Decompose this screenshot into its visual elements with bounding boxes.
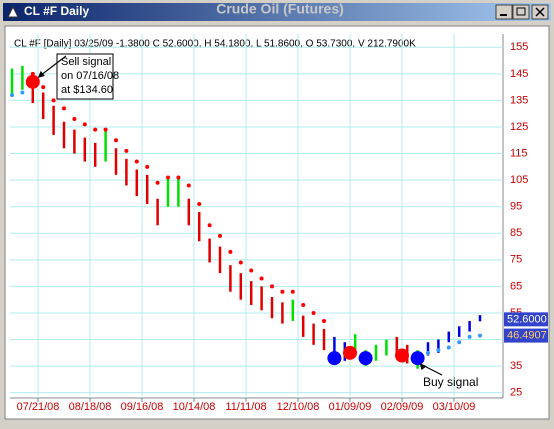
y-tick-label: 115 (510, 147, 528, 159)
stop-dot (249, 268, 254, 273)
stop-dot (103, 127, 108, 132)
signal-marker (327, 351, 342, 366)
stop-dot (176, 175, 181, 180)
stop-dot (280, 289, 285, 294)
y-tick-label: 125 (510, 121, 528, 133)
stop-dot (114, 138, 118, 143)
stop-dot (301, 303, 306, 308)
stop-dot (93, 127, 98, 132)
y-tick-label: 135 (510, 94, 528, 106)
stop-dot (155, 180, 160, 185)
stop-dot (10, 93, 14, 98)
x-tick-label: 03/10/09 (433, 401, 476, 413)
signal-marker (358, 351, 373, 366)
stop-dot (426, 350, 430, 355)
x-tick-label: 09/16/08 (121, 401, 164, 413)
y-tick-label: 95 (510, 201, 522, 213)
maximize-button[interactable] (512, 4, 530, 20)
stop-dot (82, 122, 87, 127)
stop-dot (238, 260, 243, 265)
x-tick-label: 07/21/08 (17, 401, 60, 413)
annotation-text: Buy signal (423, 375, 478, 389)
signal-marker (25, 74, 40, 89)
y-tick-label: 25 (510, 387, 522, 399)
stop-dot (197, 202, 202, 207)
stop-dot (134, 159, 139, 164)
stop-dot (457, 340, 462, 345)
stop-dot (41, 85, 46, 90)
arrow-head (419, 363, 427, 371)
app-icon (7, 5, 19, 18)
stop-dot (51, 98, 56, 103)
y-tick-label: 75 (510, 254, 522, 266)
price-label: 52.6000 (507, 313, 547, 325)
stop-dot (166, 175, 170, 180)
stop-dot (270, 284, 274, 289)
title-bar (3, 3, 551, 21)
stop-dot (228, 249, 233, 254)
window-title: CL #F Daily (24, 4, 89, 18)
stop-dot (186, 183, 191, 188)
x-tick-label: 08/18/08 (69, 401, 112, 413)
arrow-head (37, 70, 45, 78)
chart-subtitle: CL #F [Daily] 03/25/09 -1.3800 C 52.6000… (14, 39, 416, 50)
y-tick-label: 65 (510, 280, 522, 292)
stop-dot (72, 117, 77, 122)
annotation-text: at $134.60 (61, 84, 113, 96)
price-label-box (504, 312, 548, 327)
stop-dot (290, 289, 295, 294)
stop-dot (259, 276, 264, 281)
annotation-text: Sell signal (61, 56, 111, 68)
signal-marker (410, 351, 425, 366)
signal-marker (343, 345, 357, 360)
x-tick-label: 10/14/08 (173, 401, 216, 413)
annotation-text: on 07/16/08 (61, 70, 119, 82)
stop-dot (436, 348, 441, 353)
x-tick-label: 01/09/09 (329, 401, 372, 413)
stop-dot (207, 223, 212, 228)
stop-dot (62, 106, 66, 111)
y-tick-label: 155 (510, 41, 528, 53)
y-tick-label: 145 (510, 68, 528, 80)
stop-dot (20, 90, 25, 95)
y-tick-label: 105 (510, 174, 528, 186)
stop-dot (218, 233, 222, 238)
x-tick-label: 11/11/08 (225, 401, 266, 413)
stop-dot (467, 334, 472, 339)
window-buttons (495, 4, 549, 20)
signal-marker (395, 348, 409, 363)
x-tick-label: 02/09/09 (381, 401, 424, 413)
minimize-button[interactable] (495, 4, 513, 20)
annotation-box (56, 53, 114, 100)
y-tick-label: 85 (510, 227, 522, 239)
y-tick-label: 35 (510, 360, 522, 372)
annotation-arrow (38, 55, 67, 78)
price-label: 46.4907 (507, 329, 547, 341)
stop-dot (145, 164, 150, 169)
stop-dot (478, 333, 482, 338)
stop-dot (322, 318, 326, 323)
stop-dot (30, 71, 35, 76)
x-tick-label: 12/10/08 (277, 401, 320, 413)
price-label-box (504, 328, 548, 343)
chart-title: Crude Oil (Futures) (216, 1, 344, 17)
stop-dot (311, 310, 316, 315)
stop-dot (446, 345, 451, 350)
stop-dot (124, 148, 129, 153)
